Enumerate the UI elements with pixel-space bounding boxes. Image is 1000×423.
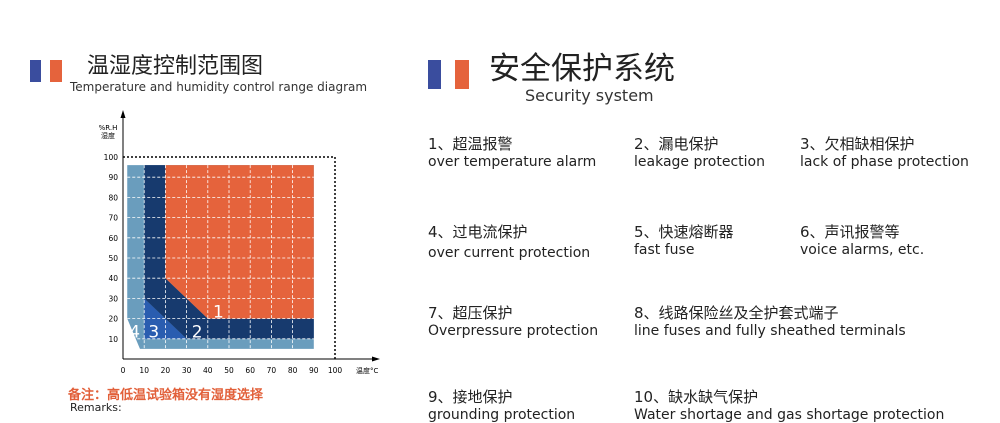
region-1	[165, 165, 314, 319]
protection-item-desc: over temperature alarm	[428, 154, 597, 170]
y-tick-label: 40	[108, 274, 118, 283]
x-tick-label: 80	[288, 366, 298, 375]
region-label-3: 3	[148, 323, 159, 343]
y-axis-arrow	[120, 110, 126, 118]
region-label-1: 1	[213, 303, 224, 323]
orange-square-icon	[50, 60, 62, 82]
protection-item-desc: Water shortage and gas shortage protecti…	[634, 407, 945, 423]
y-tick-label: 30	[108, 294, 118, 303]
chart-remarks: Remarks:	[70, 401, 122, 414]
orange-square-icon	[455, 60, 469, 89]
protection-item-title: 9、接地保护	[428, 388, 513, 406]
protection-item-desc: lack of phase protection	[800, 154, 969, 170]
x-tick-label: 70	[267, 366, 277, 375]
x-tick-label: 90	[309, 366, 319, 375]
x-tick-label: 60	[245, 366, 255, 375]
x-tick-label: 30	[182, 366, 192, 375]
y-axis-label: 湿度	[101, 131, 115, 140]
limit-line-100	[123, 156, 336, 359]
y-tick-label: 70	[108, 214, 118, 223]
protection-item-title: 3、欠相缺相保护	[800, 135, 915, 153]
protection-item-desc: line fuses and fully sheathed terminals	[634, 323, 906, 339]
left-subtitle: Temperature and humidity control range d…	[70, 80, 368, 94]
x-axis-arrow	[372, 356, 380, 362]
protection-item-desc: voice alarms, etc.	[800, 242, 925, 258]
y-tick-label: 60	[108, 234, 118, 243]
protection-item-title: 2、漏电保护	[634, 135, 719, 153]
protection-item-title: 4、过电流保护	[428, 223, 528, 241]
chart-note: 备注：高低温试验箱没有湿度选择	[68, 388, 264, 403]
y-tick-label: 10	[108, 335, 118, 344]
x-tick-label: 40	[203, 366, 213, 375]
y-tick-label: 50	[108, 254, 118, 263]
protection-item-title: 10、缺水缺气保护	[634, 388, 759, 406]
x-tick-label: 0	[121, 366, 126, 375]
region-label-2: 2	[192, 323, 203, 343]
x-axis-label: 温度°C	[356, 366, 378, 375]
protection-item-desc: leakage protection	[634, 154, 765, 170]
y-tick-label: 100	[104, 153, 119, 162]
protection-item-desc: over current protection	[428, 245, 591, 261]
right-title: 安全保护系统	[489, 51, 675, 87]
protection-item-title: 1、超温报警	[428, 135, 513, 153]
protection-item-title: 8、线路保险丝及全护套式端子	[634, 304, 839, 322]
protection-item-title: 5、快速熔断器	[634, 223, 734, 241]
left-title: 温湿度控制范围图	[87, 54, 264, 79]
protection-item-desc: Overpressure protection	[428, 323, 599, 339]
y-axis-label: %R.H	[99, 124, 118, 132]
y-tick-label: 80	[108, 193, 118, 202]
region-label-4: 4	[129, 323, 140, 343]
x-tick-label: 50	[224, 366, 234, 375]
blue-square-icon	[30, 60, 41, 82]
control-range-chart: 0 10 20 30 40 50 60 70 80 90 100 10 20 30 40 50 60 70 80 90…	[99, 110, 380, 375]
y-tick-label: 90	[108, 173, 118, 182]
x-tick-label: 10	[139, 366, 149, 375]
y-tick-label: 20	[108, 315, 118, 324]
right-subtitle: Security system	[525, 86, 654, 105]
protection-item-desc: grounding protection	[428, 407, 576, 423]
protection-item-title: 7、超压保护	[428, 304, 513, 322]
x-tick-label: 20	[161, 366, 171, 375]
protection-item-desc: fast fuse	[634, 242, 695, 258]
region-2	[144, 165, 314, 339]
x-tick-label: 100	[328, 366, 343, 375]
blue-square-icon	[428, 60, 441, 89]
protection-item-title: 6、声讯报警等	[800, 223, 900, 241]
